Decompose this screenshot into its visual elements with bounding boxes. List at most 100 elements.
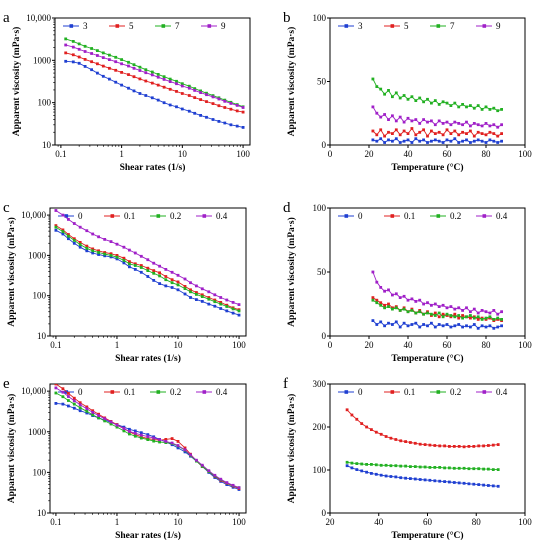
data-point (477, 467, 481, 471)
data-point (176, 440, 180, 443)
data-point (462, 445, 466, 449)
data-point (500, 139, 503, 143)
data-point (465, 324, 468, 328)
data-point (379, 303, 383, 307)
data-point (476, 311, 480, 315)
data-point (402, 294, 406, 298)
data-point (441, 312, 445, 316)
panel-letter: c (3, 200, 10, 216)
data-point (350, 413, 354, 417)
data-point (469, 124, 472, 128)
legend-marker (390, 24, 395, 28)
legend-marker (110, 390, 115, 394)
data-point (472, 482, 476, 486)
series-7 (64, 37, 245, 109)
data-point (422, 138, 425, 142)
data-point (379, 87, 383, 91)
series-9 (371, 105, 503, 129)
data-point (150, 81, 154, 85)
data-point (488, 324, 492, 328)
data-point (223, 121, 227, 125)
data-point (379, 137, 383, 141)
data-point (484, 325, 488, 329)
data-point (78, 403, 82, 407)
series-5 (371, 127, 503, 138)
data-point (472, 122, 476, 125)
data-point (480, 324, 484, 328)
data-point (472, 307, 476, 311)
data-point (476, 138, 480, 142)
data-point (193, 87, 197, 90)
data-point (78, 245, 82, 249)
data-point (375, 298, 379, 302)
data-point (496, 312, 500, 316)
y-tick-label: 0 (322, 331, 327, 341)
y-tick-label: 100 (33, 291, 47, 301)
data-point (410, 141, 414, 144)
data-point (162, 101, 166, 105)
data-point (187, 84, 191, 88)
data-point (465, 138, 468, 142)
data-point (71, 53, 75, 57)
data-point (128, 260, 131, 263)
data-point (383, 92, 386, 96)
legend-entry: 0.2 (430, 387, 461, 397)
data-point (418, 298, 422, 302)
data-point (430, 119, 433, 123)
data-point (441, 324, 445, 328)
panel-letter: b (283, 10, 291, 26)
data-point (404, 440, 407, 443)
data-point (433, 132, 437, 135)
data-point (384, 474, 388, 478)
legend-label: 0.1 (404, 211, 415, 221)
data-point (67, 404, 70, 408)
data-point (54, 386, 58, 390)
data-point (350, 461, 354, 465)
data-point (133, 431, 137, 435)
data-point (500, 123, 503, 127)
data-point (235, 104, 239, 107)
y-tick-label: 1000 (33, 55, 52, 65)
data-point (383, 324, 386, 328)
data-point (391, 114, 394, 118)
series-5 (64, 51, 245, 114)
data-point (115, 257, 119, 261)
x-tick-label: 100 (518, 517, 532, 527)
data-point (402, 94, 406, 97)
series-0 (54, 402, 241, 491)
series-0.4 (54, 386, 241, 490)
y-tick-label: 10,000 (26, 13, 51, 23)
data-point (345, 408, 349, 412)
data-point (97, 251, 100, 254)
data-point (146, 435, 150, 438)
data-point (457, 133, 461, 137)
panel-c: 0.1 1 10 100 10 100 1000 10,000 Shear rates (1/s… (3, 200, 247, 364)
data-point (85, 405, 89, 409)
data-point (383, 141, 386, 144)
data-point (365, 470, 368, 474)
data-point (183, 448, 187, 452)
y-tick-label: 10,000 (21, 210, 46, 220)
series-7 (371, 77, 503, 113)
panel-letter: e (3, 376, 10, 392)
data-point (375, 301, 379, 305)
data-point (375, 133, 379, 137)
legend-label: 0 (358, 211, 363, 221)
data-point (97, 235, 100, 239)
legend-label: 0.4 (216, 211, 228, 221)
legend-entry: 0 (338, 387, 363, 397)
data-point (437, 305, 441, 308)
y-tick-label: 50 (317, 77, 327, 87)
data-point (183, 285, 187, 288)
data-point (109, 254, 113, 257)
data-point (83, 50, 87, 53)
data-point (414, 99, 418, 102)
data-point (97, 253, 100, 256)
x-axis-title: Shear rates (1/s) (115, 530, 181, 541)
series-line (372, 106, 502, 128)
series-line (346, 409, 499, 448)
data-point (144, 68, 148, 72)
data-point (231, 307, 235, 311)
data-point (120, 83, 123, 87)
panel-b: 0 20 40 60 80 100 0 50 100 Temperature (°C) Appare… (283, 10, 532, 173)
